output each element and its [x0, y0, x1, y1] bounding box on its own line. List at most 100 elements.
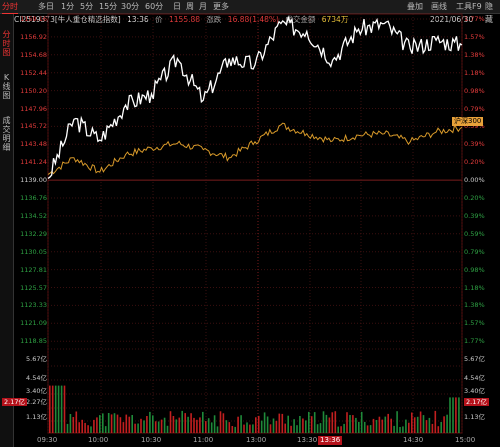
volume-bar: [302, 418, 304, 433]
tab-2[interactable]: 1分: [61, 2, 75, 11]
volume-bar: [287, 415, 289, 433]
volume-bar: [346, 412, 348, 433]
volume-bar: [102, 413, 104, 433]
volume-bar: [440, 422, 442, 433]
volume-bar: [331, 412, 334, 433]
toolbar-button-4[interactable]: 隐藏: [485, 2, 493, 24]
volume-bar: [222, 413, 225, 433]
volume-bar: [360, 411, 363, 433]
volume-bar: [81, 419, 83, 433]
price-tick: 1150.20: [20, 86, 47, 95]
pct-tick: 0.98%: [464, 86, 485, 95]
sidebar-item-0[interactable]: 分时图: [2, 30, 11, 57]
time-tick: 13:00: [246, 436, 267, 444]
volume-bar: [381, 419, 384, 433]
price-tick: 1152.44: [20, 68, 47, 77]
tab-10[interactable]: 更多: [213, 2, 229, 11]
tab-9[interactable]: 月: [199, 2, 207, 11]
tab-8[interactable]: 周: [186, 2, 194, 11]
volume-bar: [363, 421, 366, 433]
volume-bar: [355, 417, 357, 433]
volume-bar: [422, 415, 425, 433]
volume-tick: 4.54亿: [26, 374, 47, 382]
volume-bar: [66, 423, 69, 433]
volume-bar: [293, 419, 295, 433]
pct-tick: 1.38%: [464, 50, 485, 59]
sidebar-item-2[interactable]: 成交明细: [2, 116, 11, 152]
cursor-time-label: 13:36: [318, 436, 343, 445]
pct-tick: 0.00%: [464, 176, 485, 185]
volume-bar: [160, 419, 163, 433]
price-label: 价: [155, 15, 163, 24]
volume-tick-right: 5.67亿: [464, 355, 485, 363]
price-tick: 1141.24: [20, 158, 47, 167]
pct-tick: 1.77%: [464, 15, 485, 23]
volume-bar: [449, 397, 451, 433]
volume-bar: [296, 425, 298, 433]
volume-bar: [137, 423, 139, 433]
volume-bar: [60, 385, 63, 433]
volume-tick-right: 4.54亿: [464, 374, 485, 382]
volume-bar: [57, 385, 60, 433]
pct-tick: 0.79%: [464, 104, 485, 113]
pct-tick: 0.98%: [464, 265, 485, 274]
time-tick: 10:30: [141, 436, 162, 444]
price-tick: 1143.48: [20, 140, 47, 149]
price-tick: 1145.72: [20, 122, 47, 131]
price-tick: 1156.92: [20, 32, 47, 41]
time-tick: 11:00: [193, 436, 214, 444]
toolbar-button-1[interactable]: 画线: [431, 2, 447, 11]
tab-6[interactable]: 60分: [145, 2, 164, 11]
tab-5[interactable]: 30分: [121, 2, 140, 11]
volume-bar: [313, 412, 316, 433]
volume-bar: [154, 421, 157, 433]
toolbar-button-2[interactable]: 工具: [456, 2, 472, 11]
tab-0[interactable]: 分时: [2, 0, 18, 14]
volume-bar: [319, 423, 322, 433]
sidebar-item-1[interactable]: K线图: [2, 73, 11, 100]
volume-bar: [152, 415, 154, 433]
price-tick: 1147.96: [20, 104, 47, 113]
time-tick: 15:00: [455, 436, 476, 444]
volume-bar: [290, 425, 292, 433]
volume-bar: [402, 426, 404, 433]
quote-date: 2021/06/30: [430, 15, 474, 24]
volume-bar: [184, 413, 186, 433]
volume-bar: [190, 413, 192, 433]
volume-bar: [243, 424, 245, 433]
toolbar-button-0[interactable]: 叠加: [407, 2, 423, 11]
volume-bar: [349, 415, 351, 433]
volume-bar: [51, 385, 54, 433]
pct-tick: 0.59%: [464, 122, 485, 131]
index-series-line: [47, 15, 463, 179]
price-tick: 1134.52: [20, 211, 47, 220]
tab-1[interactable]: 多日: [38, 2, 54, 11]
volume-bar: [99, 415, 101, 433]
volume-bar: [278, 413, 281, 433]
volume-bar: [87, 425, 89, 433]
volume-bar: [225, 420, 228, 433]
volume-bar: [408, 422, 410, 433]
price-tick: 1125.57: [20, 283, 47, 292]
volume-bar: [178, 417, 181, 433]
volume-bar: [149, 411, 151, 433]
volume-bar: [69, 414, 72, 433]
pct-tick: 0.39%: [464, 211, 485, 220]
volume-bar: [396, 411, 398, 433]
toolbar-button-3[interactable]: F9: [472, 2, 482, 11]
volume-bar: [452, 397, 454, 433]
volume-bar: [252, 424, 254, 433]
volume-bar: [163, 417, 166, 433]
volume-bar: [425, 420, 428, 433]
price-tick: 1136.76: [20, 194, 47, 202]
volume-tick: 2.27亿: [26, 398, 47, 406]
time-tick: 10:00: [88, 436, 109, 444]
benchmark-series-line: [47, 122, 463, 175]
tab-7[interactable]: 日: [173, 2, 181, 11]
tab-3[interactable]: 5分: [80, 2, 94, 11]
volume-bar: [107, 413, 110, 433]
volume-bar: [187, 416, 189, 433]
tab-4[interactable]: 15分: [99, 2, 118, 11]
price-tick: 1159.16: [20, 15, 47, 23]
